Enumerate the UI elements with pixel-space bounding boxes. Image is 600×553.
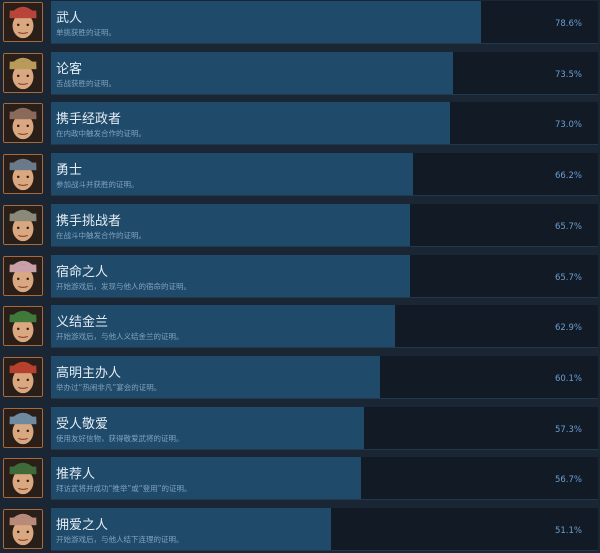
achievement-title: 携手经政者 <box>56 112 122 128</box>
progress-bar: 56.7% <box>51 457 598 501</box>
debater-portrait-icon <box>3 52 43 93</box>
lady-portrait-icon <box>3 255 43 296</box>
unlock-percent: 60.1% <box>554 373 582 384</box>
achievement-row[interactable]: 60.1% 高明主办人 举办过“热闹非凡”宴会的证明。 <box>0 355 600 401</box>
unlock-percent: 66.2% <box>554 171 582 182</box>
progress-bar: 51.1% <box>51 508 598 551</box>
unlock-percent: 73.0% <box>554 120 582 131</box>
progress-bar: 65.7% <box>51 254 598 298</box>
achievement-row[interactable]: 73.5% 论客 舌战获胜的证明。 <box>0 51 600 97</box>
unlock-percent: 73.5% <box>554 69 582 80</box>
achievement-title: 武人 <box>56 11 83 26</box>
achievement-title: 义结金兰 <box>56 315 109 331</box>
unlock-percent: 62.9% <box>554 323 582 334</box>
official-portrait-icon <box>3 458 43 499</box>
progress-bar: 65.7% <box>51 203 598 247</box>
achievement-title: 宿命之人 <box>56 264 109 280</box>
unlock-percent: 51.1% <box>554 526 582 536</box>
progress-bar: 73.0% <box>51 102 598 146</box>
achievement-description: 举办过“热闹非凡”宴会的证明。 <box>56 382 162 392</box>
unlock-percent: 65.7% <box>554 221 582 232</box>
achievement-description: 开始游戏后，发现与他人的宿命的证明。 <box>56 281 191 291</box>
achievement-description: 开始游戏后，与他人义结金兰的证明。 <box>56 332 184 342</box>
achievement-row[interactable]: 65.7% 携手挑战者 在战斗中触发合作的证明。 <box>0 203 600 249</box>
achievement-row[interactable]: 62.9% 义结金兰 开始游戏后，与他人义结金兰的证明。 <box>0 304 600 350</box>
progress-bar: 78.6% <box>51 1 598 44</box>
progress-fill <box>51 1 481 43</box>
unlock-percent: 56.7% <box>554 475 582 486</box>
achievement-row[interactable]: 65.7% 宿命之人 开始游戏后，发现与他人的宿命的证明。 <box>0 254 600 300</box>
achievement-description: 在战斗中触发合作的证明。 <box>56 230 146 240</box>
achievement-description: 拜访武将并成功“推举”或“登用”的证明。 <box>56 484 192 494</box>
achievement-description: 在内政中触发合作的证明。 <box>56 129 146 139</box>
soldier-portrait-icon <box>3 154 43 195</box>
progress-fill <box>51 305 396 348</box>
achievement-description: 开始游戏后，与他人结下连理的证明。 <box>56 535 184 544</box>
achievement-title: 论客 <box>56 61 83 77</box>
progress-fill <box>51 102 451 145</box>
progress-bar: 57.3% <box>51 406 598 450</box>
achievement-title: 高明主办人 <box>56 365 122 381</box>
achievement-row[interactable]: 73.0% 携手经政者 在内政中触发合作的证明。 <box>0 101 600 147</box>
achievement-title: 推荐人 <box>56 467 96 483</box>
achievement-row[interactable]: 56.7% 推荐人 拜访武将并成功“推举”或“登用”的证明。 <box>0 456 600 502</box>
achievement-title: 拥爱之人 <box>56 518 109 533</box>
achievement-description: 舌战获胜的证明。 <box>56 78 116 88</box>
achievement-row[interactable]: 57.3% 受人敬爱 使用友好信物，获得敬爱武将的证明。 <box>0 406 600 452</box>
achievement-row[interactable]: 78.6% 武人 单挑获胜的证明。 <box>0 0 600 46</box>
unlock-percent: 57.3% <box>554 424 582 435</box>
helmet-portrait-icon <box>3 103 43 144</box>
unlock-percent: 78.6% <box>554 19 582 29</box>
progress-fill <box>51 355 380 398</box>
progress-bar: 62.9% <box>51 305 598 349</box>
scholar-portrait-icon <box>3 407 43 448</box>
achievement-description: 使用友好信物，获得敬爱武将的证明。 <box>56 433 184 443</box>
progress-fill <box>51 457 362 500</box>
guan-yu-portrait-icon <box>3 306 43 347</box>
achievement-description: 参加战斗并获胜的证明。 <box>56 180 139 190</box>
maiden-portrait-icon <box>3 509 43 549</box>
achievement-title: 受人敬爱 <box>56 416 109 432</box>
achievement-title: 勇士 <box>56 163 83 179</box>
achievement-description: 单挑获胜的证明。 <box>56 28 116 37</box>
progress-fill <box>51 508 331 550</box>
progress-bar: 60.1% <box>51 355 598 399</box>
host-portrait-icon <box>3 356 43 397</box>
achievement-title: 携手挑战者 <box>56 213 122 229</box>
progress-fill <box>51 406 365 449</box>
progress-fill <box>51 153 414 196</box>
general-portrait-icon <box>3 204 43 245</box>
achievement-row[interactable]: 66.2% 勇士 参加战斗并获胜的证明。 <box>0 152 600 198</box>
progress-fill <box>51 51 454 94</box>
progress-fill <box>51 203 411 246</box>
progress-bar: 73.5% <box>51 51 598 95</box>
achievement-row[interactable]: 51.1% 拥爱之人 开始游戏后，与他人结下连理的证明。 <box>0 507 600 553</box>
warrior-portrait-icon <box>3 2 43 42</box>
unlock-percent: 65.7% <box>554 272 582 283</box>
progress-bar: 66.2% <box>51 153 598 197</box>
progress-fill <box>51 254 411 297</box>
